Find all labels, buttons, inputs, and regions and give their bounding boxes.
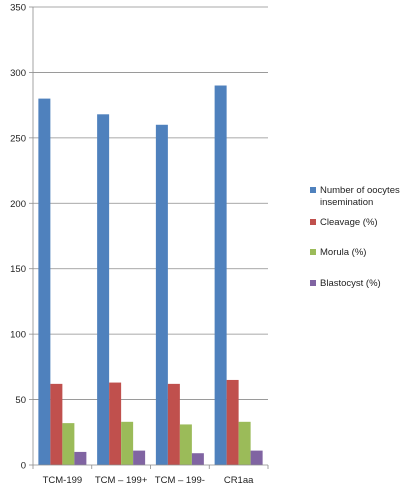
legend-label: Blastocyst (%)	[320, 278, 381, 289]
legend-swatch	[310, 249, 316, 255]
x-tick-label: CR1aa	[224, 475, 254, 486]
legend-swatch	[310, 187, 316, 193]
y-axis: 0 50 100 150 200 250 300 350	[10, 3, 34, 472]
bar	[121, 421, 134, 465]
bar	[97, 114, 110, 465]
x-tick-label: TCM – 199-	[155, 475, 205, 486]
y-tick-label: 100	[10, 330, 26, 341]
bar	[167, 383, 180, 465]
y-tick-label: 250	[10, 133, 26, 144]
bar	[62, 423, 75, 465]
bar	[250, 450, 263, 465]
y-tick-label: 0	[21, 461, 26, 472]
bar	[50, 383, 63, 465]
legend-swatch	[310, 280, 316, 286]
gridlines	[33, 6, 268, 400]
y-tick-label: 200	[10, 199, 26, 210]
x-tick-label: TCM – 199+	[95, 475, 148, 486]
y-tick-label: 300	[10, 68, 26, 79]
legend-label: Number of oocytes insemination	[320, 185, 400, 208]
bars	[38, 85, 263, 466]
legend-label: Morula (%)	[320, 247, 366, 258]
x-axis: TCM-199 TCM – 199+ TCM – 199- CR1aa	[32, 464, 269, 486]
legend-label: Cleavage (%)	[320, 217, 378, 228]
bar	[214, 85, 227, 465]
bar	[133, 450, 146, 465]
bar	[179, 424, 192, 465]
y-tick-label: 150	[10, 264, 26, 275]
y-tick-label: 50	[15, 395, 26, 406]
bar	[109, 382, 122, 465]
bar	[74, 451, 87, 465]
y-tick-label: 350	[10, 3, 26, 14]
bar	[38, 98, 51, 465]
x-tick-label: TCM-199	[43, 475, 83, 486]
legend: Number of oocytes insemination Cleavage (%…	[310, 185, 400, 289]
bar	[238, 421, 251, 465]
legend-swatch	[310, 219, 316, 225]
bar	[226, 379, 239, 465]
bar	[191, 453, 204, 465]
bar	[155, 124, 168, 466]
